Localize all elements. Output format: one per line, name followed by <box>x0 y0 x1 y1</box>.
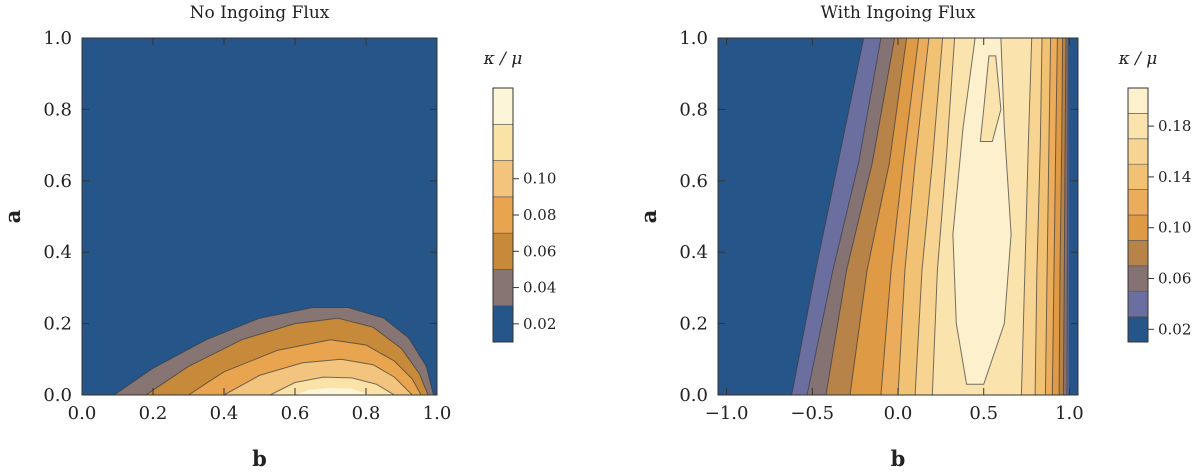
y-tick-label: 1.0 <box>43 28 72 49</box>
y-tick-label: 0.0 <box>679 385 708 406</box>
colorbar-tick-label: 0.04 <box>523 279 556 297</box>
contour-line <box>1062 38 1067 395</box>
y-tick-label: 0.4 <box>43 242 72 263</box>
chart-1: No Ingoing Flux 0.0 0.2 0.4 0.6 0.8 1.0 0.0 0.2 0… <box>0 3 556 471</box>
colorbar-swatch <box>1127 316 1149 343</box>
y-tick-label: 0.2 <box>43 314 72 335</box>
x-tick-label: 0.8 <box>352 403 381 424</box>
colorbar-swatch <box>1127 189 1149 216</box>
x-tick-label: 0.0 <box>68 403 97 424</box>
y-tick-label: 0.4 <box>679 242 708 263</box>
chart-title: No Ingoing Flux <box>190 3 330 23</box>
colorbar-tick-label: 0.06 <box>523 242 556 260</box>
colorbar-swatch <box>492 160 514 198</box>
contour-line <box>1020 38 1033 395</box>
y-tick-label: 0.0 <box>43 385 72 406</box>
colorbar-tick-label: 0.18 <box>1158 117 1191 135</box>
plot-frame <box>81 37 438 396</box>
x-tick-label: 0.5 <box>969 403 998 424</box>
contour-line <box>1034 38 1043 395</box>
x-tick-label: −0.5 <box>790 403 834 424</box>
contour-line <box>825 38 896 395</box>
x-tick-label: 0.2 <box>139 403 168 424</box>
contour-line <box>880 38 920 395</box>
colorbar-tick-label: 0.08 <box>523 206 556 224</box>
colorbar-label: κ / μ <box>483 49 523 69</box>
plot-area <box>718 38 1078 395</box>
x-tick-label: 1.0 <box>1055 403 1084 424</box>
contour-line <box>1044 38 1052 395</box>
y-axis-label: a <box>636 209 661 223</box>
colorbar-frame <box>1127 87 1149 343</box>
colorbar-swatch <box>1127 87 1149 114</box>
contour-line <box>269 376 395 395</box>
y-tick-label: 0.2 <box>679 314 708 335</box>
x-tick-label: −1.0 <box>705 403 749 424</box>
contour-line <box>1058 38 1064 395</box>
colorbar-swatch <box>492 87 514 125</box>
colorbar-swatch <box>1127 113 1149 140</box>
colorbar-tick-label: 0.10 <box>523 170 556 188</box>
y-tick-label: 0.6 <box>679 171 708 192</box>
y-tick-label: 0.6 <box>43 171 72 192</box>
band-0.18-notch <box>980 55 1001 142</box>
x-tick-label: 0.4 <box>210 403 239 424</box>
contour-line <box>113 307 434 395</box>
contour-line <box>897 38 930 395</box>
colorbar-swatch <box>1127 163 1149 190</box>
colorbar-swatch <box>1127 265 1149 292</box>
band-edge <box>1068 38 1078 395</box>
contour-line <box>849 38 908 395</box>
colorbar-swatch <box>492 305 514 343</box>
colorbar-swatch <box>492 123 514 161</box>
contour-line <box>914 38 944 395</box>
y-tick-label: 0.8 <box>43 99 72 120</box>
chart-2: With Ingoing Flux −1.0 −0.5 0.0 0.5 1.0 0.0 0.2… <box>636 3 1191 471</box>
colorbar-tick-label: 0.02 <box>1158 320 1191 338</box>
y-tick-label: 1.0 <box>679 28 708 49</box>
x-axis-label: b <box>252 446 267 471</box>
colorbar-tick-label: 0.06 <box>1158 270 1191 288</box>
contour-line <box>145 317 429 395</box>
colorbar-tick-label: 0.02 <box>523 315 556 333</box>
contour-line <box>1051 38 1058 395</box>
y-axis-label: a <box>0 209 25 223</box>
contour-line <box>952 38 1012 385</box>
contour-line <box>791 38 865 395</box>
colorbar-swatch <box>492 196 514 234</box>
colorbar-swatch <box>1127 138 1149 165</box>
colorbar-tick-label: 0.14 <box>1158 168 1191 186</box>
colorbar-swatch <box>1127 290 1149 317</box>
contour-line <box>223 358 413 395</box>
x-axis-label: b <box>891 446 906 471</box>
plot-area <box>82 38 437 395</box>
colorbar-swatch <box>1127 240 1149 267</box>
colorbar-tick-label: 0.10 <box>1158 219 1191 237</box>
x-tick-label: 0.6 <box>281 403 310 424</box>
band-top <box>295 387 370 395</box>
colorbar-swatch <box>492 232 514 270</box>
contour-line <box>806 38 882 395</box>
y-tick-label: 0.8 <box>679 99 708 120</box>
colorbar-label: κ / μ <box>1118 49 1158 69</box>
contour-line <box>188 339 422 395</box>
chart-title: With Ingoing Flux <box>820 3 975 23</box>
x-tick-label: 0.0 <box>884 403 913 424</box>
colorbar-swatch <box>492 269 514 307</box>
contour-line <box>931 38 956 395</box>
x-tick-label: 1.0 <box>423 403 452 424</box>
contour-line <box>1066 38 1069 395</box>
colorbar-swatch <box>1127 214 1149 241</box>
contour-line <box>979 55 1002 142</box>
